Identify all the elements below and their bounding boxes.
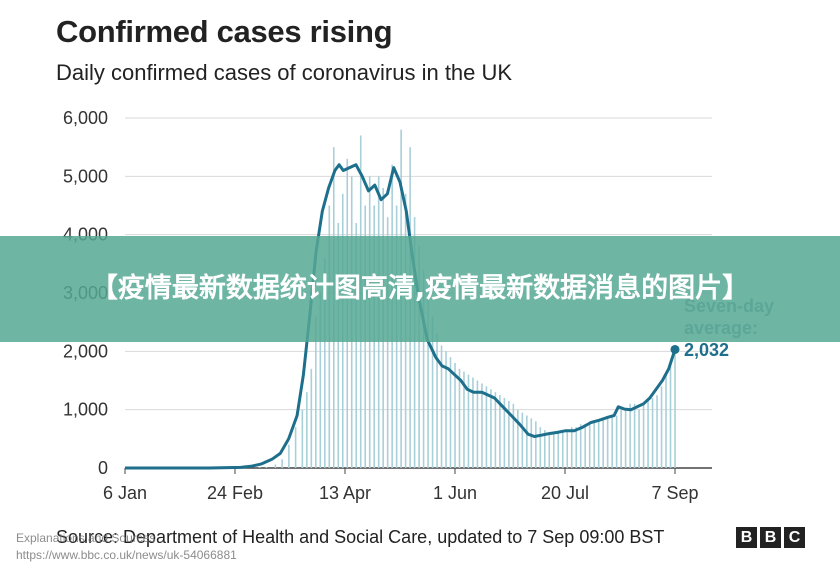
daily-case-bar <box>288 444 290 468</box>
daily-case-bar <box>642 403 645 468</box>
daily-case-bar <box>281 459 283 468</box>
x-tick-label: 13 Apr <box>319 483 371 503</box>
daily-case-bar <box>265 466 268 468</box>
daily-case-bar <box>481 383 483 468</box>
daily-case-bar <box>543 430 546 468</box>
daily-case-bar <box>490 389 492 468</box>
daily-case-bar <box>436 333 438 468</box>
y-tick-label: 2,000 <box>63 341 108 361</box>
daily-case-bar <box>539 427 542 468</box>
daily-case-bar <box>476 380 479 468</box>
daily-case-bar <box>593 421 595 468</box>
daily-case-bar <box>449 357 452 468</box>
daily-case-bar <box>570 427 573 468</box>
chart-title: Confirmed cases rising <box>56 14 393 49</box>
bbc-logo-letter-3: C <box>784 527 805 548</box>
daily-case-bar <box>588 421 591 468</box>
daily-case-bar <box>656 395 658 468</box>
daily-case-bar <box>552 433 555 468</box>
annotation-value: 2,032 <box>684 340 729 360</box>
daily-case-bar <box>294 427 297 468</box>
daily-case-bar <box>315 316 317 468</box>
daily-case-bar <box>566 430 569 468</box>
daily-case-bar <box>274 464 277 468</box>
y-tick-label: 1,000 <box>63 400 108 420</box>
daily-case-bar <box>485 386 488 468</box>
bbc-logo-letter-2: B <box>760 527 781 548</box>
daily-case-bar <box>458 368 461 468</box>
daily-case-bar <box>633 403 636 468</box>
daily-case-bar <box>445 351 447 468</box>
daily-case-bar <box>440 345 443 468</box>
daily-case-bar <box>660 386 663 468</box>
daily-case-bar <box>323 258 326 468</box>
daily-case-bar <box>575 427 578 468</box>
daily-case-bar <box>602 418 604 468</box>
daily-case-bar <box>319 293 322 468</box>
overlay-banner: 【疫情最新数据统计图高清,疫情最新数据消息的图片】 <box>0 236 840 342</box>
daily-case-bar <box>561 430 564 468</box>
daily-case-bar <box>611 415 613 468</box>
daily-case-bar <box>306 392 308 468</box>
watermark-line-1: Explanations and Sources <box>16 531 156 545</box>
daily-case-bar <box>337 223 340 468</box>
daily-case-bar <box>526 415 528 468</box>
daily-case-bar <box>258 467 261 468</box>
watermark-line-2: https://www.bbc.co.uk/news/uk-54066881 <box>16 548 237 562</box>
x-tick-label: 6 Jan <box>103 483 147 503</box>
daily-case-bar <box>517 409 519 468</box>
y-tick-label: 0 <box>98 458 108 478</box>
y-tick-label: 6,000 <box>63 108 108 128</box>
daily-case-bar <box>665 374 667 468</box>
daily-case-bar <box>530 418 533 468</box>
daily-case-bar <box>386 217 389 468</box>
daily-case-bar <box>624 409 627 468</box>
bbc-logo: B B C <box>736 527 805 548</box>
daily-case-bar <box>674 351 676 468</box>
daily-case-bar <box>301 409 304 468</box>
daily-case-bar <box>418 246 420 468</box>
daily-case-bar <box>463 371 465 468</box>
daily-case-bar <box>579 424 582 468</box>
daily-case-bar <box>584 424 587 468</box>
x-tick-label: 1 Jun <box>433 483 477 503</box>
daily-case-bar <box>647 400 649 468</box>
daily-case-bar <box>310 368 313 468</box>
banner-text: 【疫情最新数据统计图高清,疫情最新数据消息的图片】 <box>90 273 750 304</box>
daily-case-bar <box>669 363 672 468</box>
daily-case-bar <box>427 298 429 468</box>
chart-subtitle: Daily confirmed cases of coronavirus in … <box>56 60 513 85</box>
x-tick-label: 20 Jul <box>541 483 589 503</box>
daily-case-bar <box>615 415 618 468</box>
daily-case-bar <box>508 400 510 468</box>
daily-case-bar <box>422 269 425 468</box>
daily-case-bar <box>597 421 600 468</box>
source-note: Source: Department of Health and Social … <box>56 527 665 547</box>
daily-case-bar <box>548 433 551 468</box>
daily-case-bar <box>467 374 470 468</box>
daily-case-bar <box>557 433 560 468</box>
bbc-logo-letter-1: B <box>736 527 757 548</box>
daily-case-bar <box>651 398 654 468</box>
daily-case-bar <box>503 398 506 468</box>
daily-case-bar <box>494 392 497 468</box>
daily-case-bar <box>499 395 501 468</box>
daily-case-bar <box>535 421 537 468</box>
daily-case-bar <box>638 409 640 468</box>
daily-case-bar <box>521 412 524 468</box>
daily-case-bar <box>629 403 631 468</box>
x-tick-label: 24 Feb <box>207 483 263 503</box>
daily-case-bar <box>454 363 456 468</box>
daily-case-bar <box>620 409 622 468</box>
latest-value-dot <box>670 344 680 354</box>
daily-case-bar <box>413 217 416 468</box>
daily-case-bar <box>606 418 609 468</box>
daily-case-bar <box>355 223 358 468</box>
daily-case-bar <box>512 403 515 468</box>
daily-case-bar <box>472 377 474 468</box>
x-tick-label: 7 Sep <box>651 483 698 503</box>
y-tick-label: 5,000 <box>63 166 108 186</box>
daily-case-bar <box>431 316 434 468</box>
